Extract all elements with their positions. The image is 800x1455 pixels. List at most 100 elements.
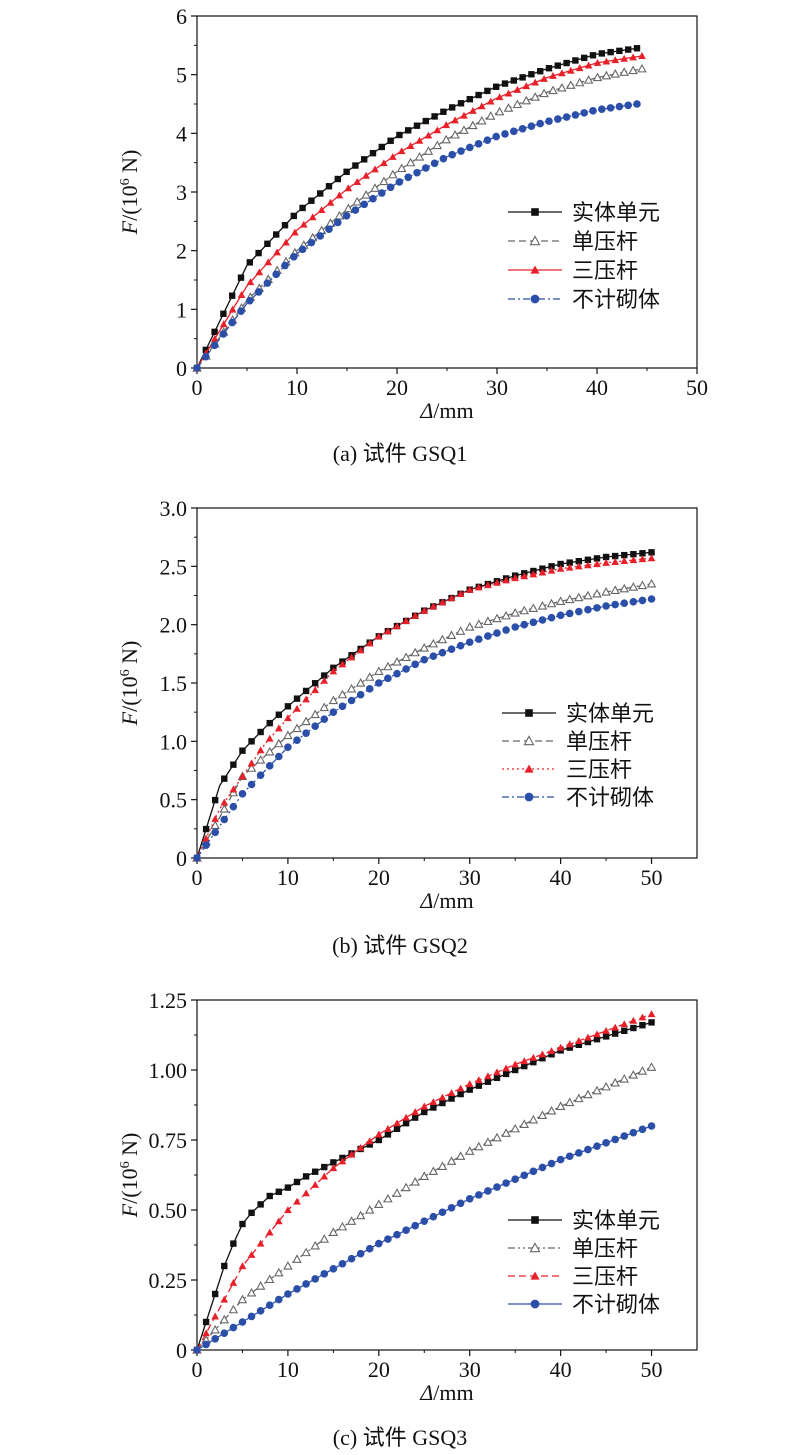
legend-marker xyxy=(529,235,541,246)
data-point xyxy=(247,1250,256,1258)
series-line xyxy=(196,47,638,369)
data-point xyxy=(539,88,549,98)
legend-marker xyxy=(524,764,534,773)
data-point xyxy=(548,1051,555,1058)
data-point xyxy=(246,763,257,772)
y-tick-label: 1.0 xyxy=(160,729,188,754)
data-point xyxy=(630,551,637,558)
data-point xyxy=(371,165,379,173)
data-point xyxy=(611,56,620,64)
y-tick-label: 0 xyxy=(176,846,187,871)
data-point xyxy=(448,150,457,159)
data-point xyxy=(593,604,601,612)
data-point xyxy=(384,1124,392,1132)
data-point xyxy=(474,140,483,148)
data-point xyxy=(556,564,565,572)
data-point xyxy=(211,796,219,804)
data-point xyxy=(615,102,624,111)
data-point xyxy=(380,159,388,167)
data-point xyxy=(477,115,487,125)
data-point xyxy=(365,1137,374,1145)
data-point xyxy=(565,609,574,618)
y-axis-label-exponent: 6 xyxy=(118,669,133,676)
data-point xyxy=(528,603,539,612)
data-point xyxy=(511,574,520,582)
series-2 xyxy=(192,1062,657,1354)
data-point xyxy=(574,1037,583,1044)
data-point xyxy=(353,178,362,185)
data-point xyxy=(554,62,561,69)
y-tick-label: 2.0 xyxy=(160,613,188,638)
data-point xyxy=(564,594,575,604)
data-point xyxy=(284,714,292,722)
data-point xyxy=(501,1128,511,1137)
data-point xyxy=(593,555,601,562)
x-tick-label: 10 xyxy=(286,375,308,400)
data-point xyxy=(449,104,456,111)
x-axis-label-symbol: Δ xyxy=(419,398,433,423)
data-point xyxy=(221,775,228,782)
data-point xyxy=(606,104,615,112)
data-point xyxy=(320,715,329,723)
data-point xyxy=(384,1235,392,1243)
data-point xyxy=(647,595,656,603)
data-point xyxy=(284,1184,292,1191)
data-point xyxy=(422,164,430,172)
data-point xyxy=(283,730,293,740)
data-point xyxy=(361,156,368,163)
data-point xyxy=(273,231,280,238)
data-point xyxy=(264,1274,275,1284)
data-point xyxy=(338,1157,347,1165)
data-point xyxy=(486,97,495,105)
data-point xyxy=(439,1099,446,1107)
data-point xyxy=(320,1270,329,1278)
data-point xyxy=(529,1053,538,1061)
data-point xyxy=(293,1178,301,1186)
data-point xyxy=(584,1033,592,1041)
data-point xyxy=(601,70,612,80)
data-point xyxy=(302,1173,310,1180)
data-point xyxy=(193,1346,201,1354)
data-point xyxy=(293,704,301,712)
y-axis-label-unit: /(10 xyxy=(117,1168,142,1203)
data-point xyxy=(575,1041,583,1048)
data-point xyxy=(501,130,509,138)
data-point xyxy=(519,605,530,615)
data-point xyxy=(317,190,324,197)
data-point xyxy=(637,1066,648,1075)
data-point xyxy=(547,1047,556,1055)
data-point xyxy=(411,660,419,669)
data-point xyxy=(411,611,420,619)
data-point xyxy=(257,728,264,736)
data-point xyxy=(356,1144,365,1151)
data-point xyxy=(370,183,380,192)
data-point xyxy=(494,106,505,116)
data-point xyxy=(210,1324,220,1334)
legend-label: 实体单元 xyxy=(572,1208,660,1233)
data-point xyxy=(406,142,415,149)
series-3 xyxy=(193,52,646,372)
data-point xyxy=(574,1093,584,1103)
data-point xyxy=(238,772,247,780)
data-point xyxy=(581,54,588,62)
data-point xyxy=(464,622,475,631)
data-point xyxy=(343,168,350,175)
y-axis-label-symbol: F xyxy=(117,1203,142,1218)
data-point xyxy=(228,1304,239,1314)
data-point xyxy=(469,107,477,114)
data-point xyxy=(611,552,619,560)
legend-label: 不计砌体 xyxy=(572,1292,660,1317)
data-point xyxy=(527,122,536,130)
data-point xyxy=(202,825,210,833)
data-point xyxy=(519,74,526,81)
data-point xyxy=(589,52,597,59)
data-point xyxy=(282,238,290,246)
data-point xyxy=(384,674,392,683)
data-point xyxy=(621,1027,628,1034)
data-point xyxy=(492,1132,502,1142)
data-point xyxy=(202,1318,210,1326)
data-point xyxy=(414,151,425,161)
data-point xyxy=(511,1060,520,1068)
